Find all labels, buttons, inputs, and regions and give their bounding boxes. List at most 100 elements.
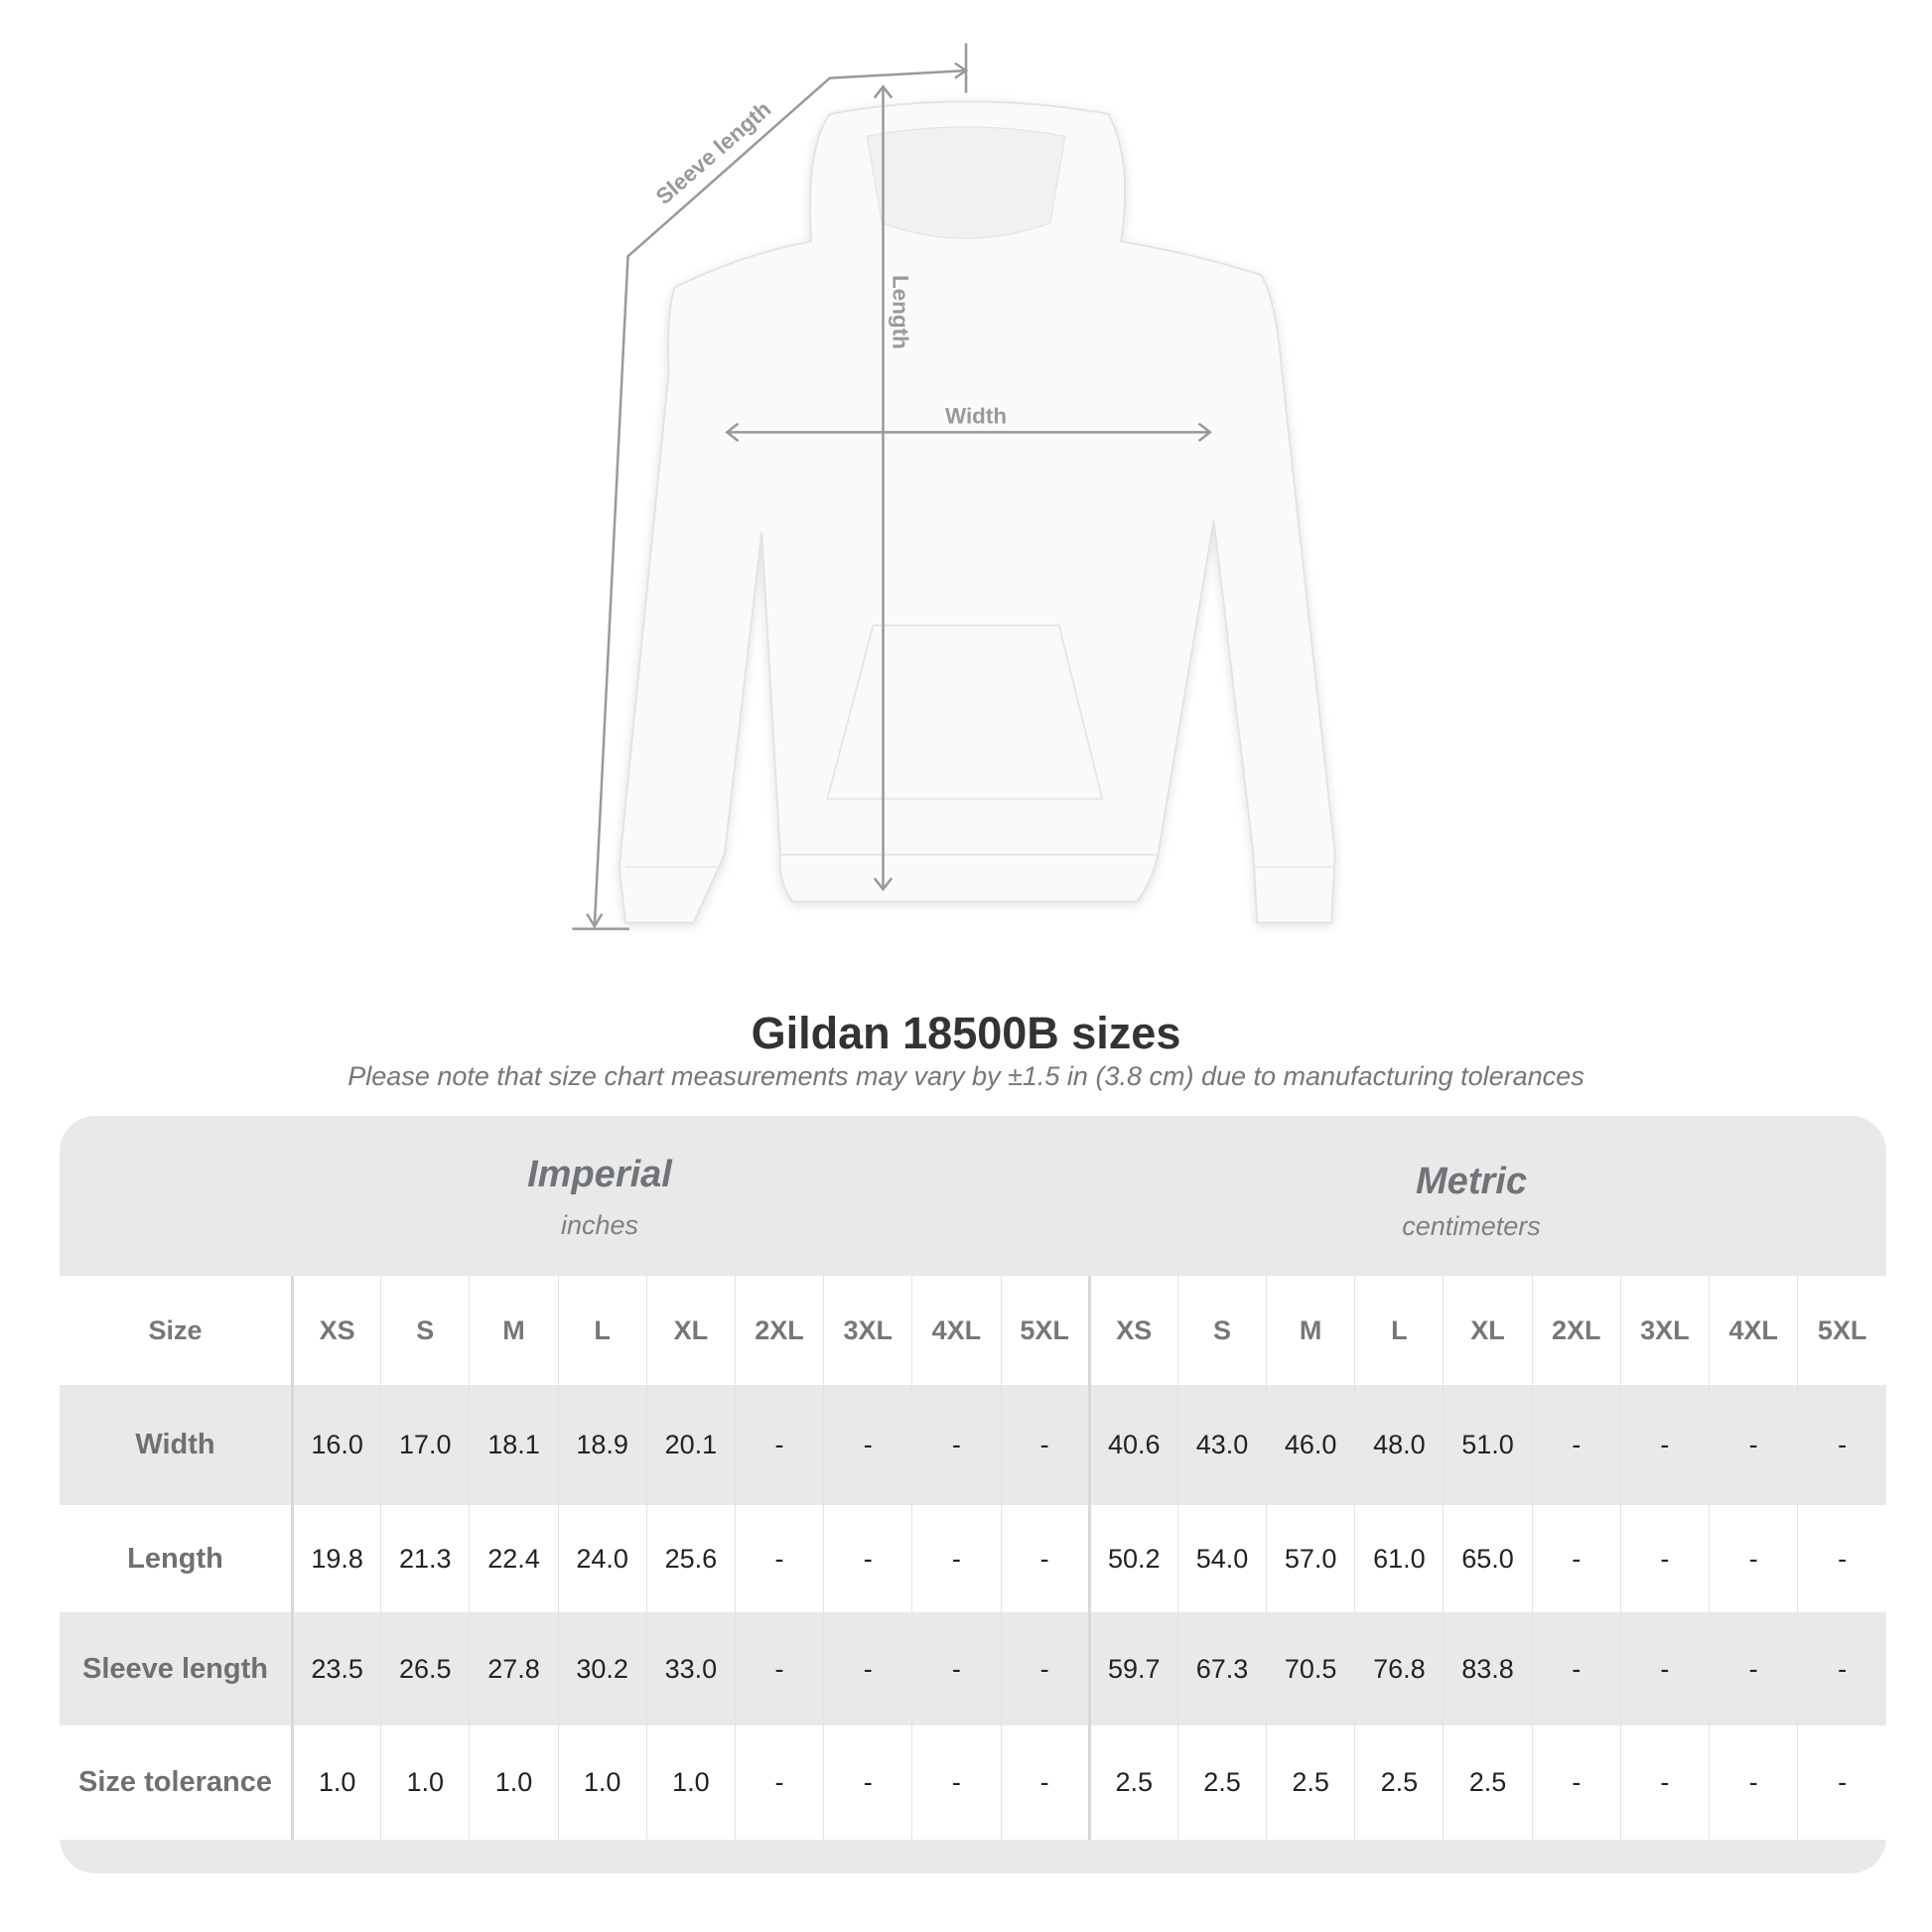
imperial-size-5xl: 5XL: [1000, 1276, 1090, 1385]
metric-value-cell: -: [1797, 1725, 1886, 1840]
metric-size-l: L: [1354, 1276, 1444, 1385]
imperial-value-cell: -: [734, 1505, 824, 1612]
imperial-value-cell: 22.4: [469, 1505, 559, 1612]
table-row: Sleeve length 23.5 26.5 27.8 30.2 33.0- - - -59.…: [60, 1612, 1886, 1725]
metric-value-cell: 2.5: [1176, 1725, 1267, 1840]
metric-size-3xl: 3XL: [1619, 1276, 1710, 1385]
imperial-value-cell: 18.9: [557, 1385, 647, 1505]
imperial-value-cell: -: [1000, 1612, 1090, 1725]
imperial-value-cell: 1.0: [645, 1725, 736, 1840]
imperial-value-cell: 26.5: [380, 1612, 470, 1725]
imperial-size-l: L: [557, 1276, 647, 1385]
imperial-unit: inches: [560, 1210, 639, 1240]
metric-value-cell: -: [1531, 1612, 1621, 1725]
chart-title: Gildan 18500B sizes: [751, 1008, 1181, 1058]
metric-value-cell: -: [1708, 1505, 1798, 1612]
metric-value-cell: 48.0: [1354, 1385, 1444, 1505]
metric-value-cell: -: [1531, 1385, 1621, 1505]
metric-value-cell: 59.7: [1087, 1612, 1178, 1725]
hoodie-image: [618, 100, 1336, 924]
metric-value-cell: 46.0: [1266, 1385, 1355, 1505]
imperial-value-cell: 23.5: [291, 1612, 381, 1725]
imperial-value-cell: -: [911, 1385, 1001, 1505]
imperial-value-cell: -: [911, 1612, 1001, 1725]
imperial-value-cell: -: [911, 1725, 1001, 1840]
imperial-value-cell: -: [734, 1725, 824, 1840]
imperial-value-cell: -: [823, 1725, 912, 1840]
metric-value-cell: 67.3: [1176, 1612, 1267, 1725]
metric-value-cell: -: [1531, 1725, 1621, 1840]
width-line: [725, 422, 1212, 443]
width-label: Width: [945, 404, 1007, 429]
imperial-value-cell: -: [1000, 1505, 1090, 1612]
row-label: Size tolerance: [60, 1725, 294, 1840]
metric-value-cell: 76.8: [1354, 1612, 1444, 1725]
metric-value-cell: -: [1797, 1505, 1886, 1612]
imperial-value-cell: 1.0: [557, 1725, 647, 1840]
metric-title: Metric: [1416, 1161, 1527, 1202]
imperial-size-m: M: [469, 1276, 559, 1385]
imperial-value-cell: 33.0: [645, 1612, 736, 1725]
sleeve-length-label: Sleeve length: [651, 96, 776, 209]
metric-value-cell: -: [1619, 1612, 1710, 1725]
metric-value-cell: 61.0: [1354, 1505, 1444, 1612]
metric-value-cell: -: [1619, 1505, 1710, 1612]
metric-size-s: S: [1176, 1276, 1267, 1385]
imperial-size-2xl: 2XL: [734, 1276, 824, 1385]
metric-value-cell: 2.5: [1354, 1725, 1444, 1840]
imperial-value-cell: 19.8: [291, 1505, 381, 1612]
imperial-value-cell: 16.0: [291, 1385, 381, 1505]
length-line: [873, 84, 894, 892]
metric-value-cell: 2.5: [1087, 1725, 1178, 1840]
metric-value-cell: -: [1708, 1612, 1798, 1725]
imperial-value-cell: 17.0: [380, 1385, 470, 1505]
metric-value-cell: -: [1708, 1725, 1798, 1840]
imperial-value-cell: 21.3: [380, 1505, 470, 1612]
metric-value-cell: 83.8: [1443, 1612, 1533, 1725]
metric-value-cell: 51.0: [1443, 1385, 1533, 1505]
metric-size-xs: XS: [1087, 1276, 1178, 1385]
metric-value-cell: 70.5: [1266, 1612, 1355, 1725]
row-label: Length: [60, 1505, 294, 1612]
imperial-value-cell: -: [823, 1505, 912, 1612]
metric-value-cell: 43.0: [1176, 1385, 1267, 1505]
metric-value-cell: 2.5: [1443, 1725, 1533, 1840]
imperial-value-cell: -: [823, 1612, 912, 1725]
metric-size-m: M: [1266, 1276, 1355, 1385]
metric-value-cell: -: [1797, 1612, 1886, 1725]
imperial-size-s: S: [380, 1276, 470, 1385]
table-row: Size tolerance 1.0 1.0 1.0 1.0 1.0- - - -2.5 2.5 2…: [60, 1725, 1886, 1840]
row-label: Width: [60, 1385, 294, 1505]
metric-value-cell: 65.0: [1443, 1505, 1533, 1612]
size-table: Size XS S M L XL 2XL 3XL 4XL 5XL XS S M L XL 2XL 3XL 4XL 5…: [60, 1276, 1886, 1840]
imperial-value-cell: -: [823, 1385, 912, 1505]
imperial-value-cell: 24.0: [557, 1505, 647, 1612]
metric-value-cell: 40.6: [1087, 1385, 1178, 1505]
tolerance-note: Please note that size chart measurements…: [347, 1061, 1585, 1091]
imperial-title: Imperial: [527, 1154, 672, 1195]
imperial-value-cell: -: [734, 1385, 824, 1505]
imperial-value-cell: 30.2: [557, 1612, 647, 1725]
metric-value-cell: 57.0: [1266, 1505, 1355, 1612]
size-header: Size: [60, 1276, 294, 1385]
imperial-value-cell: 20.1: [645, 1385, 736, 1505]
size-table-container: Imperial inches Metric centimeters Size X…: [60, 1116, 1886, 1873]
length-label: Length: [888, 275, 912, 349]
imperial-size-4xl: 4XL: [911, 1276, 1001, 1385]
metric-size-xl: XL: [1443, 1276, 1533, 1385]
metric-value-cell: -: [1619, 1725, 1710, 1840]
table-header-row: Size XS S M L XL 2XL 3XL 4XL 5XL XS S M L XL 2XL 3XL 4XL 5…: [60, 1276, 1886, 1385]
imperial-value-cell: 18.1: [469, 1385, 559, 1505]
metric-value-cell: -: [1708, 1385, 1798, 1505]
imperial-value-cell: -: [911, 1505, 1001, 1612]
imperial-value-cell: 1.0: [469, 1725, 559, 1840]
table-row: Width 16.0 17.0 18.1 18.9 20.1- - - -40.6 43.0 46.…: [60, 1385, 1886, 1505]
imperial-value-cell: -: [734, 1612, 824, 1725]
metric-header: Metric centimeters: [1173, 1161, 1769, 1242]
metric-value-cell: -: [1797, 1385, 1886, 1505]
table-row: Length 19.8 21.3 22.4 24.0 25.6- - - -50.2 54.0 57…: [60, 1505, 1886, 1612]
imperial-size-xl: XL: [645, 1276, 736, 1385]
sleeve-length-line: [593, 69, 967, 927]
imperial-value-cell: 1.0: [380, 1725, 470, 1840]
imperial-value-cell: 25.6: [645, 1505, 736, 1612]
